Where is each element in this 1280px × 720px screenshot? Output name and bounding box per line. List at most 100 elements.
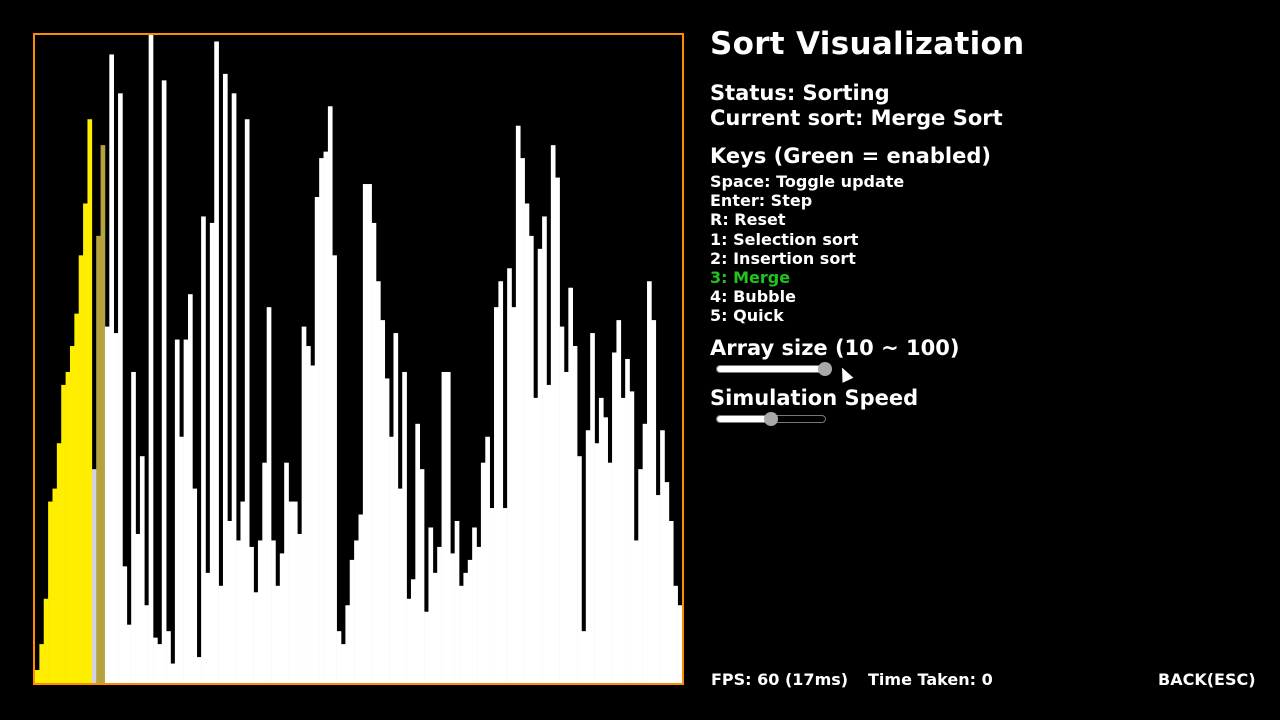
array-bar	[489, 508, 495, 683]
array-bar	[297, 533, 302, 683]
array-bar	[327, 106, 333, 683]
array-bar	[39, 644, 45, 683]
array-bar	[625, 359, 630, 683]
array-bar	[668, 521, 674, 683]
array-bar	[428, 527, 434, 683]
array-bar	[196, 657, 202, 683]
array-bar	[620, 397, 626, 683]
array-bar	[236, 540, 241, 683]
array-bar	[367, 184, 372, 683]
key-insertion-sort: 2: Insertion sort	[710, 248, 856, 268]
array-bar	[301, 326, 307, 683]
array-bar	[52, 488, 58, 683]
array-bar	[354, 540, 359, 683]
array-bar	[633, 540, 639, 683]
mouse-cursor-icon	[836, 365, 854, 383]
array-size-slider-knob[interactable]	[818, 362, 832, 376]
array-bar	[61, 384, 66, 683]
array-bar	[201, 216, 206, 683]
array-bar	[393, 333, 399, 683]
key-quick: 5: Quick	[710, 306, 784, 326]
array-bar	[48, 501, 53, 683]
array-bar	[135, 533, 141, 683]
simulation-speed-slider[interactable]	[716, 412, 826, 426]
array-bar	[603, 417, 608, 683]
array-bar	[253, 592, 259, 683]
key-enter: Enter: Step	[710, 191, 813, 211]
array-bar	[524, 203, 530, 683]
array-bar	[441, 371, 447, 683]
array-bar	[91, 469, 97, 683]
array-bar	[358, 514, 364, 683]
array-bar	[183, 339, 189, 683]
array-bar	[581, 631, 587, 683]
array-bar	[205, 572, 211, 683]
array-size-slider[interactable]	[716, 362, 832, 376]
array-bar	[380, 320, 386, 683]
array-bar	[240, 501, 246, 683]
array-bar	[476, 546, 482, 683]
array-bar	[515, 125, 521, 683]
array-bar	[454, 521, 460, 683]
array-bar	[559, 326, 565, 683]
array-size-label: Array size (10 ~ 100)	[710, 336, 960, 360]
array-bar	[572, 346, 578, 683]
array-bar	[362, 184, 368, 683]
array-bar	[166, 631, 171, 683]
array-bar	[341, 644, 346, 683]
key-selection-sort: 1: Selection sort	[710, 229, 859, 249]
array-bar	[100, 145, 106, 683]
array-bar	[74, 313, 80, 683]
array-bar	[69, 346, 75, 683]
key-merge: 3: Merge	[710, 268, 791, 288]
array-bar	[157, 644, 163, 683]
array-bar	[249, 546, 254, 683]
array-bar	[65, 371, 71, 683]
array-bar	[78, 255, 84, 683]
array-bar	[336, 631, 342, 683]
array-bar	[288, 501, 294, 683]
array-bar	[660, 430, 665, 683]
array-bar	[642, 423, 648, 683]
array-bar	[528, 235, 534, 683]
array-bar	[104, 326, 110, 683]
simulation-speed-slider-knob[interactable]	[764, 412, 778, 426]
array-bar	[139, 456, 145, 683]
back-button[interactable]: BACK(ESC)	[1158, 670, 1256, 689]
array-bar	[306, 346, 311, 683]
array-bar	[188, 294, 193, 683]
array-size-slider-fill	[717, 366, 825, 372]
array-bar	[375, 281, 381, 683]
array-bar	[629, 391, 635, 683]
array-bar	[507, 268, 512, 683]
current-sort-text: Current sort: Merge Sort	[710, 106, 1003, 130]
array-bar	[607, 462, 613, 683]
array-bar	[568, 287, 574, 683]
array-bar	[585, 430, 591, 683]
array-bar	[437, 546, 442, 683]
array-bar	[537, 248, 543, 683]
array-bar	[498, 281, 504, 683]
array-bar	[472, 527, 477, 683]
array-bar	[550, 145, 556, 683]
array-bar	[279, 553, 285, 683]
array-bar	[555, 177, 560, 683]
key-space: Space: Toggle update	[710, 172, 905, 191]
array-bar	[563, 371, 569, 683]
array-bar	[647, 281, 652, 683]
array-bar	[314, 197, 320, 683]
key-bubble: 4: Bubble	[710, 287, 796, 307]
array-bar	[402, 371, 407, 683]
array-bar	[445, 371, 451, 683]
array-bar	[192, 488, 198, 683]
array-bar	[480, 462, 486, 683]
array-bar	[87, 119, 93, 683]
array-bar	[459, 585, 464, 683]
array-bar	[419, 469, 425, 683]
page-title: Sort Visualization	[710, 26, 1025, 62]
array-bar	[397, 488, 403, 683]
array-bar	[109, 54, 114, 683]
array-bar	[655, 495, 661, 683]
array-bar	[349, 559, 355, 683]
array-bar	[227, 521, 233, 683]
